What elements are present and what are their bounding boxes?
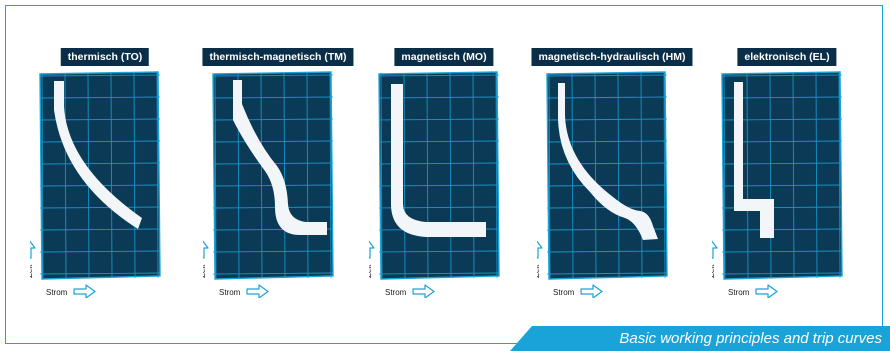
trip-curve-panel: magnetisch-hydraulisch (HM) Zeit Strom (531, 48, 693, 298)
time-axis-label: Zeit (203, 264, 207, 278)
current-axis-label: Strom (219, 288, 241, 297)
time-axis-label: Zeit (30, 264, 34, 278)
time-axis-label: Zeit (712, 264, 716, 278)
time-arrow-icon (369, 240, 375, 259)
trip-curve (734, 82, 774, 238)
trip-curve (391, 84, 486, 237)
current-arrow-icon (755, 284, 778, 298)
chart-gridlines (721, 72, 843, 279)
outer-frame (5, 5, 883, 344)
trip-curve-chart: Zeit Strom (203, 71, 334, 298)
trip-curve-panel: thermisch (TO) Zeit Strom (30, 48, 180, 298)
chart-border (721, 71, 843, 280)
chart-gridlines (546, 72, 668, 279)
trip-curve-chart: Zeit Strom (712, 71, 843, 298)
chart-gridlines (378, 72, 500, 279)
chart-border (39, 71, 161, 280)
trip-curve-chart: Zeit Strom (369, 71, 500, 298)
panel-title: magnetisch-hydraulisch (HM) (531, 48, 693, 66)
chart-border (212, 71, 334, 280)
time-axis-label: Zeit (537, 264, 541, 278)
current-arrow-icon (580, 284, 603, 298)
trip-curve-panel: elektronisch (EL) Zeit Strom (712, 48, 862, 298)
time-axis-label: Zeit (369, 264, 373, 278)
chart-border (546, 71, 668, 280)
trip-curve-chart: Zeit Strom (30, 71, 161, 298)
current-arrow-icon (412, 284, 435, 298)
panel-title: thermisch-magnetisch (TM) (202, 48, 354, 66)
caption-text: Basic working principles and trip curves (619, 330, 882, 347)
trip-curve-chart: Zeit Strom (537, 71, 668, 298)
trip-curve (54, 81, 142, 229)
panel-title: magnetisch (MO) (394, 48, 494, 66)
chart-grid-background (722, 72, 842, 279)
current-axis-label: Strom (46, 288, 68, 297)
trip-curve (233, 80, 327, 235)
current-axis-label: Strom (728, 288, 750, 297)
caption-banner: Basic working principles and trip curves (510, 326, 890, 351)
time-arrow-icon (537, 240, 543, 259)
current-arrow-icon (246, 284, 269, 298)
time-arrow-icon (203, 240, 209, 259)
trip-curve-panel: thermisch-magnetisch (TM) Zeit Strom (202, 48, 354, 298)
chart-grid-background (40, 72, 160, 279)
trip-curve (558, 83, 658, 240)
current-arrow-icon (73, 284, 96, 298)
current-axis-label: Strom (553, 288, 575, 297)
time-arrow-icon (30, 240, 36, 259)
chart-border (378, 71, 500, 280)
time-arrow-icon (712, 240, 718, 259)
current-axis-label: Strom (385, 288, 407, 297)
panel-title: thermisch (TO) (60, 48, 150, 66)
trip-curve-panel: magnetisch (MO) Zeit Strom (369, 48, 519, 298)
panel-title: elektronisch (EL) (737, 48, 837, 66)
